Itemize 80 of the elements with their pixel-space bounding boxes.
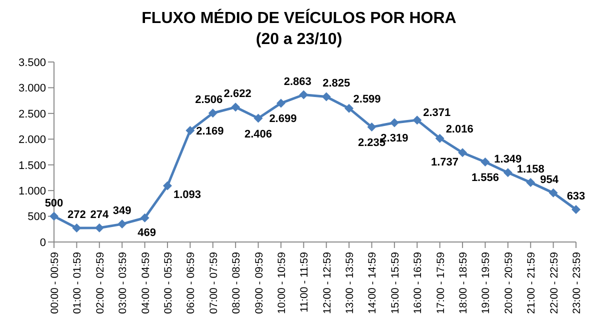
data-label: 2.622 bbox=[224, 88, 252, 100]
point bbox=[480, 157, 490, 166]
x-tick-label: 13:00 - 13:59 bbox=[344, 252, 356, 314]
data-label: 349 bbox=[112, 205, 132, 218]
x-tick-label: 23:00 - 23:59 bbox=[571, 252, 583, 314]
point bbox=[412, 116, 422, 125]
chart-title: FLUXO MÉDIO DE VEÍCULOS POR HORA bbox=[140, 8, 458, 29]
data-label: 2.825 bbox=[322, 78, 350, 90]
x-tick-label: 18:00 - 18:59 bbox=[458, 252, 470, 314]
x-tick-label: 12:00 - 12:59 bbox=[321, 252, 334, 314]
point bbox=[231, 102, 240, 112]
point bbox=[276, 98, 286, 108]
x-tick-label: 20:00 - 20:59 bbox=[502, 252, 515, 314]
data-label: 272 bbox=[68, 209, 86, 222]
y-tick-label: 1.000 bbox=[18, 185, 46, 198]
point bbox=[548, 188, 558, 198]
point bbox=[72, 224, 82, 233]
x-tick-label: 04:00 - 04:59 bbox=[140, 252, 152, 314]
x-tick-label: 22:00 - 22:59 bbox=[548, 252, 560, 314]
y-tick-label: 500 bbox=[28, 211, 46, 224]
x-tick-label: 06:00 - 06:59 bbox=[185, 252, 198, 314]
x-tick-label: 05:00 - 05:59 bbox=[162, 252, 174, 314]
x-tick-label: 11:00 - 11:59 bbox=[298, 252, 311, 312]
x-tick-label: 07:00 - 07:59 bbox=[208, 252, 220, 314]
x-tick-label: 16:00 - 16:59 bbox=[412, 252, 424, 314]
y-tick-label: 2.000 bbox=[18, 134, 46, 146]
data-label: 274 bbox=[90, 208, 110, 221]
data-label: 2.863 bbox=[284, 76, 312, 88]
x-tick-label: 03:00 - 03:59 bbox=[117, 252, 130, 314]
data-label: 2.371 bbox=[423, 107, 451, 120]
point bbox=[140, 213, 150, 222]
point bbox=[162, 181, 172, 190]
chart-subtitle: (20 a 23/10) bbox=[254, 30, 344, 50]
point bbox=[458, 148, 468, 158]
point bbox=[367, 122, 376, 132]
point bbox=[94, 223, 104, 232]
data-label: 2.699 bbox=[269, 113, 297, 126]
x-tick-label: 15:00 - 15:59 bbox=[389, 252, 402, 314]
x-tick-label: 21:00 - 21:59 bbox=[526, 252, 538, 314]
point bbox=[254, 114, 263, 123]
data-label: 2.016 bbox=[446, 123, 474, 136]
data-label: 2.169 bbox=[196, 125, 224, 138]
x-tick-label: 14:00 - 14:59 bbox=[366, 252, 379, 314]
point bbox=[435, 134, 444, 143]
y-tick-label: 2.500 bbox=[18, 108, 46, 120]
y-tick-label: 3.000 bbox=[18, 82, 46, 95]
point bbox=[208, 108, 218, 118]
data-label: 2.406 bbox=[244, 128, 272, 140]
point bbox=[322, 92, 331, 102]
point bbox=[344, 104, 354, 113]
data-label: 1.737 bbox=[430, 156, 459, 169]
data-label: 1.556 bbox=[471, 172, 499, 184]
y-tick-label: 3.500 bbox=[18, 56, 46, 69]
data-label: 954 bbox=[540, 174, 560, 186]
data-label: 469 bbox=[138, 226, 156, 239]
x-tick-label: 08:00 - 08:59 bbox=[230, 252, 243, 314]
point bbox=[503, 168, 512, 178]
y-tick-label: 1.500 bbox=[18, 160, 46, 172]
point bbox=[526, 178, 536, 187]
data-label: 1.349 bbox=[494, 154, 522, 166]
point bbox=[299, 90, 308, 100]
point bbox=[390, 118, 399, 128]
x-tick-label: 10:00 - 10:59 bbox=[276, 252, 288, 314]
data-label: 1.158 bbox=[516, 163, 544, 176]
x-tick-label: 19:00 - 19:59 bbox=[480, 252, 492, 314]
point bbox=[118, 220, 127, 229]
y-tick-label: 0 bbox=[40, 236, 46, 249]
data-label: 2.506 bbox=[195, 94, 223, 106]
data-label: 2.599 bbox=[353, 93, 381, 106]
x-tick-label: 02:00 - 02:59 bbox=[94, 252, 106, 314]
point bbox=[50, 212, 58, 221]
point bbox=[186, 126, 195, 135]
data-label: 633 bbox=[566, 190, 586, 202]
x-tick-label: 00:00 - 00:59 bbox=[49, 252, 61, 314]
x-tick-label: 17:00 - 17:59 bbox=[434, 252, 447, 314]
x-tick-label: 09:00 - 09:59 bbox=[253, 252, 266, 314]
data-label: 1.093 bbox=[173, 188, 202, 201]
point bbox=[572, 204, 580, 214]
x-tick-label: 01:00 - 01:59 bbox=[72, 252, 84, 314]
data-label: 500 bbox=[44, 197, 64, 210]
